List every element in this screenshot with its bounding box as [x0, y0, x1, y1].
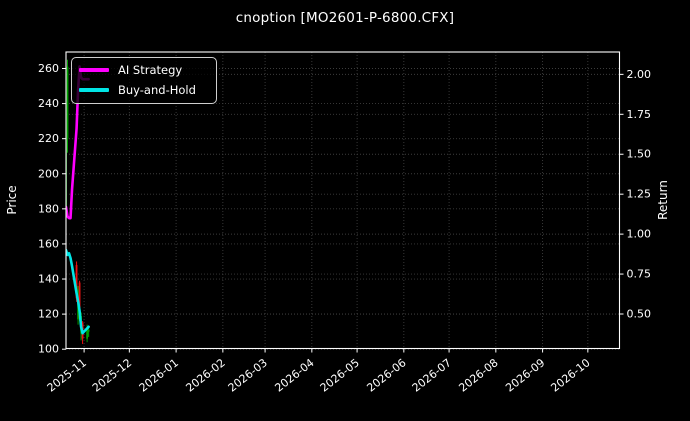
svg-text:140: 140 [38, 273, 59, 286]
plot-border [65, 51, 621, 350]
svg-text:2.00: 2.00 [627, 68, 652, 81]
svg-text:220: 220 [38, 132, 59, 145]
svg-text:2026-08: 2026-08 [456, 356, 500, 395]
svg-text:2026-09: 2026-09 [503, 356, 547, 395]
svg-text:240: 240 [38, 97, 59, 110]
legend-item-ai-strategy: AI Strategy [79, 63, 208, 77]
legend: AI Strategy Buy-and-Hold [71, 57, 217, 104]
svg-text:2026-03: 2026-03 [226, 356, 270, 395]
tick-labels: 100 120 140 160 180 200 220 240 260 0.50 0.75 1.00 1… [38, 62, 651, 395]
svg-text:2025-11: 2025-11 [45, 356, 89, 395]
svg-text:2026-02: 2026-02 [183, 356, 227, 395]
left-axis-title: Price [5, 185, 19, 214]
ai-strategy-line-swatch [79, 68, 109, 72]
buy-and-hold-line-swatch [79, 88, 109, 92]
buy-and-hold-legend-label: Buy-and-Hold [118, 83, 196, 97]
svg-text:1.50: 1.50 [627, 148, 652, 161]
svg-text:1.75: 1.75 [627, 108, 652, 121]
svg-text:0.50: 0.50 [627, 307, 652, 320]
svg-text:120: 120 [38, 308, 59, 321]
svg-text:200: 200 [38, 167, 59, 180]
axis-titles: Price Return [5, 180, 670, 220]
svg-text:180: 180 [38, 202, 59, 215]
svg-text:2026-05: 2026-05 [318, 356, 362, 395]
svg-text:160: 160 [38, 237, 59, 250]
tick-marks [62, 67, 624, 353]
svg-text:2025-12: 2025-12 [90, 356, 134, 395]
chart-title: cnoption [MO2601-P-6800.CFX] [235, 10, 455, 26]
svg-text:2026-06: 2026-06 [364, 356, 408, 395]
svg-text:2026-01: 2026-01 [137, 356, 181, 395]
svg-text:2026-04: 2026-04 [272, 356, 316, 395]
svg-text:0.75: 0.75 [627, 268, 652, 281]
legend-item-buy-and-hold: Buy-and-Hold [79, 83, 208, 97]
svg-text:260: 260 [38, 62, 59, 75]
gridlines [66, 52, 620, 350]
svg-text:100: 100 [38, 343, 59, 356]
svg-text:2026-10: 2026-10 [548, 356, 592, 395]
right-axis-title: Return [656, 180, 670, 220]
svg-text:1.00: 1.00 [627, 228, 652, 241]
svg-text:1.25: 1.25 [627, 188, 652, 201]
buy-and-hold-line [66, 248, 90, 335]
ai-strategy-legend-label: AI Strategy [118, 63, 183, 77]
svg-text:2026-07: 2026-07 [410, 356, 454, 395]
